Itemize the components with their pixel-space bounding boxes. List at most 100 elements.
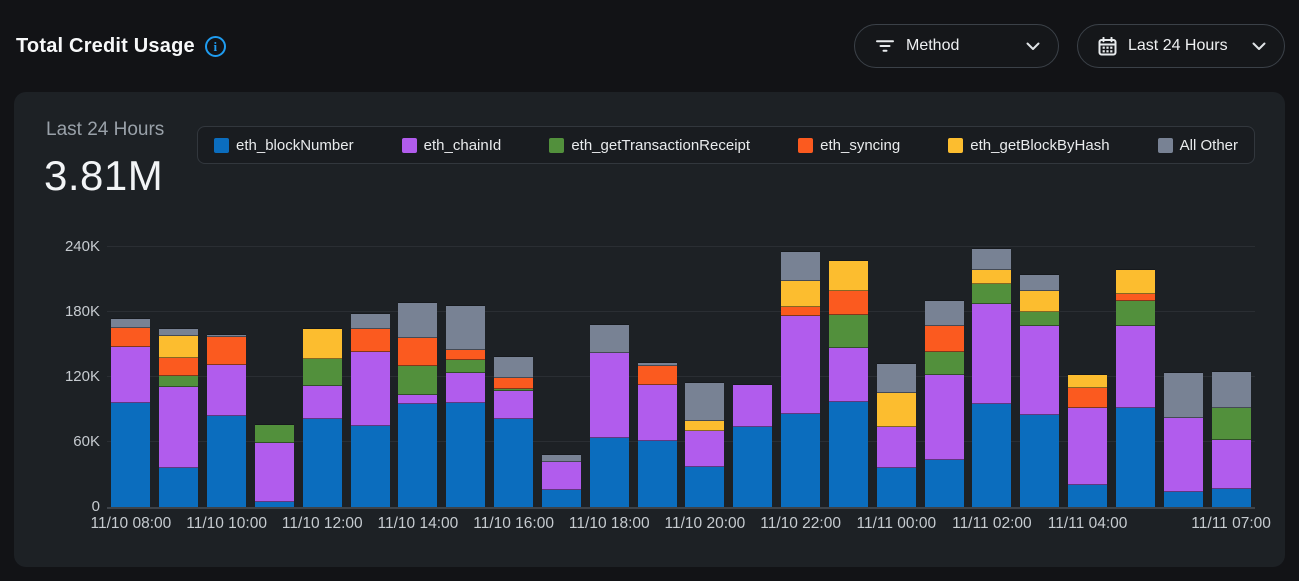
bar-segment-eth_chainId[interactable] [207, 365, 247, 416]
stacked-bar[interactable] [637, 362, 677, 507]
bar-segment-eth_blockNumber[interactable] [446, 403, 486, 507]
bar-segment-All Other[interactable] [924, 301, 964, 327]
bar-segment-All Other[interactable] [781, 252, 821, 281]
bar-segment-eth_getBlockByHash[interactable] [876, 393, 916, 427]
bar-segment-All Other[interactable] [207, 334, 247, 337]
bar-segment-eth_blockNumber[interactable] [972, 404, 1012, 507]
bar-segment-eth_blockNumber[interactable] [924, 460, 964, 507]
bar-segment-eth_chainId[interactable] [1068, 408, 1108, 486]
bar-segment-eth_chainId[interactable] [302, 385, 342, 420]
legend-item[interactable]: eth_getBlockByHash [948, 137, 1110, 154]
bar-segment-eth_chainId[interactable] [1211, 439, 1251, 489]
bar-segment-eth_blockNumber[interactable] [207, 416, 247, 507]
bar-segment-eth_getBlockByHash[interactable] [828, 261, 868, 292]
bar-segment-All Other[interactable] [111, 318, 151, 329]
legend-item[interactable]: All Other [1157, 137, 1238, 154]
bar-segment-eth_blockNumber[interactable] [685, 466, 725, 507]
bar-segment-eth_blockNumber[interactable] [589, 437, 629, 507]
bar-segment-eth_chainId[interactable] [159, 386, 199, 468]
bar-segment-eth_chainId[interactable] [589, 353, 629, 438]
bar-segment-All Other[interactable] [398, 303, 438, 339]
bar-segment-eth_getTransactionReceipt[interactable] [398, 366, 438, 396]
bar-segment-eth_chainId[interactable] [1163, 418, 1203, 492]
bar-segment-eth_chainId[interactable] [398, 395, 438, 405]
bar-segment-eth_blockNumber[interactable] [350, 425, 390, 507]
stacked-bar[interactable] [685, 383, 725, 507]
bar-segment-eth_getBlockByHash[interactable] [159, 335, 199, 358]
bar-segment-eth_chainId[interactable] [733, 384, 773, 427]
bar-segment-eth_blockNumber[interactable] [1068, 485, 1108, 507]
bar-segment-All Other[interactable] [972, 249, 1012, 270]
legend-item[interactable]: eth_getTransactionReceipt [549, 137, 750, 154]
bar-segment-eth_getTransactionReceipt[interactable] [494, 388, 534, 392]
bar-segment-All Other[interactable] [1020, 275, 1060, 292]
bar-segment-All Other[interactable] [494, 357, 534, 379]
bar-segment-eth_chainId[interactable] [637, 384, 677, 441]
bar-segment-eth_chainId[interactable] [254, 443, 294, 502]
bar-segment-eth_getBlockByHash[interactable] [1115, 269, 1155, 294]
bar-segment-eth_syncing[interactable] [207, 336, 247, 366]
bar-segment-eth_chainId[interactable] [828, 347, 868, 402]
bar-segment-eth_chainId[interactable] [1020, 326, 1060, 415]
bar-segment-eth_chainId[interactable] [541, 461, 581, 490]
bar-segment-eth_chainId[interactable] [1115, 326, 1155, 409]
bar-segment-eth_syncing[interactable] [828, 291, 868, 316]
bar-segment-eth_chainId[interactable] [685, 431, 725, 467]
bar-segment-All Other[interactable] [541, 455, 581, 462]
bar-segment-eth_getTransactionReceipt[interactable] [302, 358, 342, 386]
bar-segment-eth_syncing[interactable] [637, 366, 677, 385]
bar-segment-eth_blockNumber[interactable] [781, 413, 821, 507]
stacked-bar[interactable] [398, 303, 438, 507]
bar-segment-eth_blockNumber[interactable] [1115, 408, 1155, 507]
bar-segment-eth_blockNumber[interactable] [398, 404, 438, 507]
stacked-bar[interactable] [733, 384, 773, 507]
bar-segment-eth_blockNumber[interactable] [637, 440, 677, 507]
legend-item[interactable]: eth_syncing [798, 137, 900, 154]
stacked-bar[interactable] [828, 261, 868, 507]
bar-segment-All Other[interactable] [1211, 371, 1251, 409]
stacked-bar[interactable] [541, 455, 581, 507]
bar-segment-eth_getTransactionReceipt[interactable] [1115, 301, 1155, 327]
bar-segment-eth_getBlockByHash[interactable] [1068, 374, 1108, 388]
stacked-bar[interactable] [781, 252, 821, 507]
bar-segment-eth_syncing[interactable] [350, 329, 390, 353]
stacked-bar[interactable] [1068, 374, 1108, 507]
bar-segment-eth_syncing[interactable] [494, 378, 534, 389]
bar-segment-eth_blockNumber[interactable] [254, 501, 294, 507]
bar-segment-eth_chainId[interactable] [972, 304, 1012, 405]
bar-segment-All Other[interactable] [876, 364, 916, 394]
bar-segment-eth_syncing[interactable] [1115, 293, 1155, 302]
bar-segment-All Other[interactable] [1163, 372, 1203, 419]
stacked-bar[interactable] [207, 334, 247, 507]
info-icon[interactable]: i [204, 35, 226, 57]
bar-segment-eth_syncing[interactable] [398, 338, 438, 367]
bar-segment-eth_getBlockByHash[interactable] [1020, 291, 1060, 313]
bar-segment-eth_blockNumber[interactable] [159, 468, 199, 507]
bar-segment-eth_syncing[interactable] [159, 357, 199, 376]
bar-segment-All Other[interactable] [159, 329, 199, 336]
bar-segment-eth_chainId[interactable] [111, 346, 151, 403]
bar-segment-eth_getTransactionReceipt[interactable] [924, 352, 964, 375]
stacked-bar[interactable] [876, 364, 916, 507]
stacked-bar[interactable] [302, 329, 342, 507]
bar-segment-All Other[interactable] [685, 383, 725, 422]
stacked-bar[interactable] [111, 318, 151, 507]
bar-segment-eth_chainId[interactable] [924, 374, 964, 461]
stacked-bar[interactable] [1211, 371, 1251, 507]
stacked-bar[interactable] [1163, 372, 1203, 507]
bar-segment-All Other[interactable] [446, 305, 486, 350]
time-range-button[interactable]: Last 24 Hours [1077, 24, 1285, 68]
bar-segment-eth_getTransactionReceipt[interactable] [972, 283, 1012, 305]
bar-segment-eth_getTransactionReceipt[interactable] [1211, 408, 1251, 440]
bar-segment-eth_chainId[interactable] [446, 372, 486, 403]
bar-segment-eth_chainId[interactable] [350, 352, 390, 426]
bar-segment-eth_syncing[interactable] [781, 306, 821, 317]
bar-segment-eth_blockNumber[interactable] [541, 489, 581, 507]
bar-segment-eth_syncing[interactable] [924, 326, 964, 353]
stacked-bar[interactable] [972, 249, 1012, 507]
bar-segment-eth_getTransactionReceipt[interactable] [254, 424, 294, 444]
bar-segment-eth_syncing[interactable] [111, 328, 151, 347]
stacked-bar[interactable] [1115, 269, 1155, 507]
stacked-bar[interactable] [254, 424, 294, 507]
bar-segment-eth_chainId[interactable] [494, 391, 534, 420]
